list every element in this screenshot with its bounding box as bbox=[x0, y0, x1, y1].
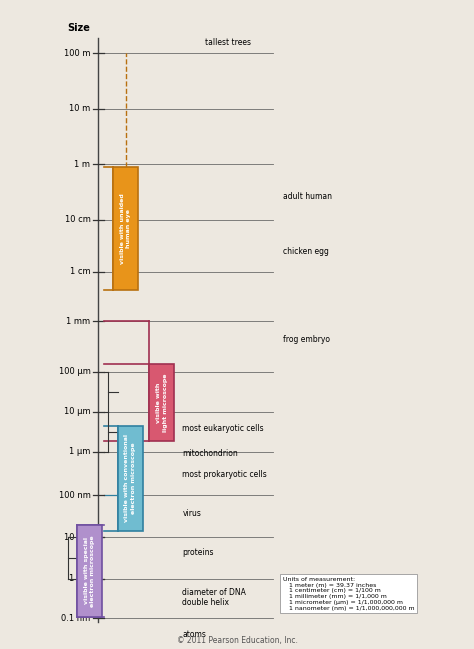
Text: 1 μm: 1 μm bbox=[69, 447, 91, 456]
Text: mitochondrion: mitochondrion bbox=[182, 449, 238, 458]
Text: visible with unaided
human eye: visible with unaided human eye bbox=[120, 193, 131, 264]
Text: 100 nm: 100 nm bbox=[59, 491, 91, 500]
FancyBboxPatch shape bbox=[77, 525, 101, 617]
Text: adult human: adult human bbox=[283, 192, 331, 201]
Text: visible with
light microscope: visible with light microscope bbox=[156, 373, 167, 432]
Text: chicken egg: chicken egg bbox=[283, 247, 328, 256]
Text: 10 nm: 10 nm bbox=[64, 533, 91, 541]
FancyBboxPatch shape bbox=[113, 167, 138, 290]
Text: Units of measurement:
   1 meter (m) = 39.37 inches
   1 centimeter (cm) = 1/100: Units of measurement: 1 meter (m) = 39.3… bbox=[283, 577, 414, 611]
Text: most eukaryotic cells: most eukaryotic cells bbox=[182, 424, 264, 434]
Text: most prokaryotic cells: most prokaryotic cells bbox=[182, 471, 267, 480]
Text: frog embryo: frog embryo bbox=[283, 335, 329, 344]
Text: diameter of DNA
double helix: diameter of DNA double helix bbox=[182, 587, 246, 607]
Text: 1 mm: 1 mm bbox=[66, 317, 91, 326]
FancyBboxPatch shape bbox=[118, 426, 143, 531]
Text: 1 nm: 1 nm bbox=[69, 574, 91, 583]
Text: virus: virus bbox=[182, 509, 201, 518]
Text: tallest trees: tallest trees bbox=[205, 38, 251, 47]
Text: 1 cm: 1 cm bbox=[70, 267, 91, 276]
Text: proteins: proteins bbox=[182, 548, 214, 557]
Text: 0.1 nm: 0.1 nm bbox=[61, 614, 91, 623]
Text: Size: Size bbox=[68, 23, 91, 32]
Text: 100 μm: 100 μm bbox=[59, 367, 91, 376]
Text: 10 μm: 10 μm bbox=[64, 408, 91, 417]
Text: visible with special
electron microscope: visible with special electron microscope bbox=[83, 535, 95, 607]
FancyBboxPatch shape bbox=[149, 364, 174, 441]
Text: © 2011 Pearson Education, Inc.: © 2011 Pearson Education, Inc. bbox=[176, 635, 298, 644]
Text: 10 m: 10 m bbox=[69, 104, 91, 113]
Text: 100 m: 100 m bbox=[64, 49, 91, 58]
Text: atoms: atoms bbox=[182, 630, 206, 639]
Text: visible with conventional
electron microscope: visible with conventional electron micro… bbox=[125, 434, 136, 522]
Text: 10 cm: 10 cm bbox=[64, 215, 91, 224]
Text: 1 m: 1 m bbox=[74, 160, 91, 169]
